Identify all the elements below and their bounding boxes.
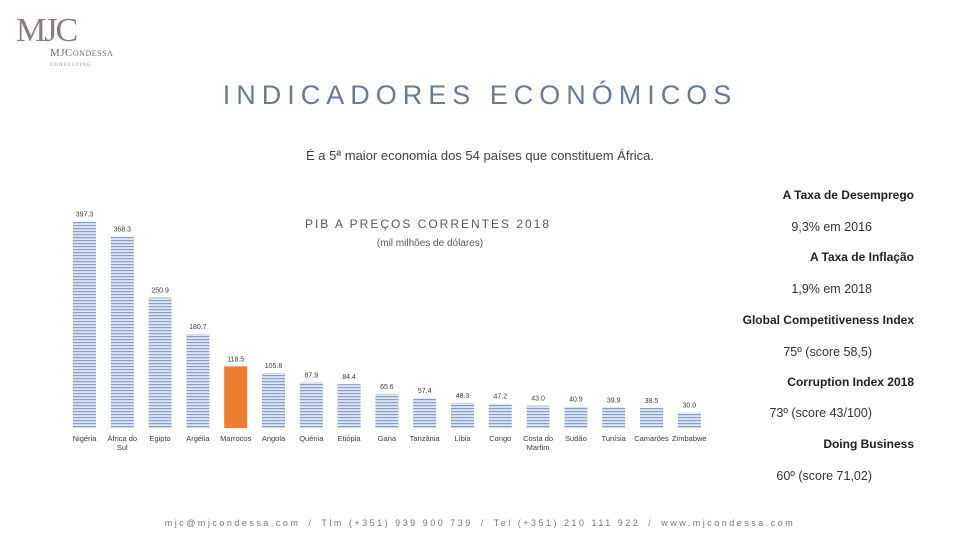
indicator-unemployment-label: A Taxa de Desemprego: [782, 188, 914, 202]
category-tick-label: Zimbabwe: [672, 434, 707, 443]
category-tick-label: Angola: [262, 434, 286, 443]
bar-value-label: 48.3: [456, 393, 470, 400]
indicator-inflation-label: A Taxa de Inflação: [809, 250, 914, 264]
indicator-inflation-value: 1,9% em 2018: [791, 282, 872, 296]
indicator-corruption-label: Corruption Index 2018: [787, 375, 914, 389]
logo-mark: MJC: [16, 12, 78, 49]
category-tick-label: Tanzânia: [410, 434, 441, 443]
indicator-doing-business-value: 60º (score 71,02): [776, 469, 872, 483]
bar-costa-do-marfim: [526, 405, 550, 428]
bar-etiópia: [337, 384, 361, 428]
footer-separator: /: [480, 518, 486, 528]
bar-value-label: 84.4: [342, 374, 356, 381]
footer-website[interactable]: www.mjcondessa.com: [661, 518, 796, 528]
category-tick-label: Nigéria: [73, 434, 98, 443]
bar-tunísia: [602, 407, 626, 428]
page-title: INDICADORES ECONÓMICOS: [222, 80, 738, 110]
indicator-corruption-value: 73º (score 43/100): [769, 406, 872, 420]
bar-gana: [375, 393, 399, 428]
category-tick-label: África do Sul: [107, 434, 137, 452]
bar-congo: [488, 403, 512, 428]
indicator-unemployment-value: 9,3% em 2016: [791, 220, 872, 234]
bar-líbia: [451, 402, 474, 428]
bar-value-label: 47.2: [493, 393, 507, 400]
logo-name: MJCondessa: [50, 47, 114, 59]
bar-nigéria: [73, 221, 96, 428]
bar-camarões: [640, 407, 663, 428]
category-tick-label: Argélia: [186, 434, 210, 443]
bar-egipto: [148, 297, 172, 428]
footer-phone: Tel (+351) 210 111 922: [493, 518, 641, 528]
indicator-competitiveness-label: Global Competitiveness Index: [742, 313, 914, 327]
bar-value-label: 250.9: [151, 288, 169, 295]
category-tick-label: Quénia: [299, 434, 324, 443]
indicator-competitiveness-value: 75º (score 58,5): [783, 345, 872, 359]
category-tick-label: Camarões: [634, 434, 669, 443]
bar-sudão: [564, 406, 588, 428]
bar-marrocos: [224, 366, 248, 428]
bar-value-label: 87.9: [304, 372, 318, 379]
bar-value-label: 65.6: [380, 384, 394, 391]
bar-value-label: 39.9: [607, 397, 621, 404]
indicator-doing-business-label: Doing Business: [823, 437, 914, 451]
bar-áfrica-do-sul: [110, 236, 134, 428]
footer-separator: /: [648, 518, 654, 528]
logo-tagline: consulting: [50, 60, 92, 68]
page-subtitle: É a 5ª maior economia dos 54 países que …: [305, 148, 655, 163]
bar-angola: [262, 372, 285, 428]
category-tick-label: Marrocos: [220, 434, 252, 443]
bar-argélia: [186, 334, 210, 428]
category-tick-label: Líbia: [454, 434, 471, 443]
category-tick-label: Egipto: [149, 434, 170, 443]
category-tick-label: Gana: [378, 434, 397, 443]
bar-value-label: 180.7: [189, 324, 207, 331]
footer-contacts: mjc@mjcondessa.com / Tlm (+351) 939 900 73…: [0, 518, 960, 528]
footer-mobile: Tlm (+351) 939 900 739: [321, 518, 473, 528]
category-tick-label: Tunísia: [602, 434, 627, 443]
bar-value-label: 105.8: [265, 363, 283, 370]
bar-zimbabwe: [677, 412, 701, 428]
chart-subtitle: (mil milhões de dólares): [377, 238, 483, 249]
bar-tanzânia: [413, 398, 437, 428]
category-tick-label: Sudão: [565, 434, 587, 443]
chart-title: PIB A PREÇOS CORRENTES 2018: [305, 217, 551, 231]
bar-value-label: 57.4: [418, 388, 432, 395]
category-tick-label: Costa do Marfim: [523, 434, 553, 452]
bar-value-label: 368.3: [114, 226, 132, 233]
footer-separator: /: [308, 518, 314, 528]
bar-quénia: [299, 382, 323, 428]
bar-value-label: 118.5: [227, 356, 244, 363]
bar-value-label: 397.3: [76, 211, 94, 218]
bar-value-label: 40.9: [569, 397, 583, 404]
category-tick-label: Congo: [489, 434, 511, 443]
category-tick-label: Etiópia: [338, 434, 362, 443]
bar-value-label: 38.5: [645, 398, 659, 405]
bar-value-label: 43.0: [531, 396, 545, 403]
footer-email[interactable]: mjc@mjcondessa.com: [164, 518, 301, 528]
bar-value-label: 30.0: [682, 402, 696, 409]
